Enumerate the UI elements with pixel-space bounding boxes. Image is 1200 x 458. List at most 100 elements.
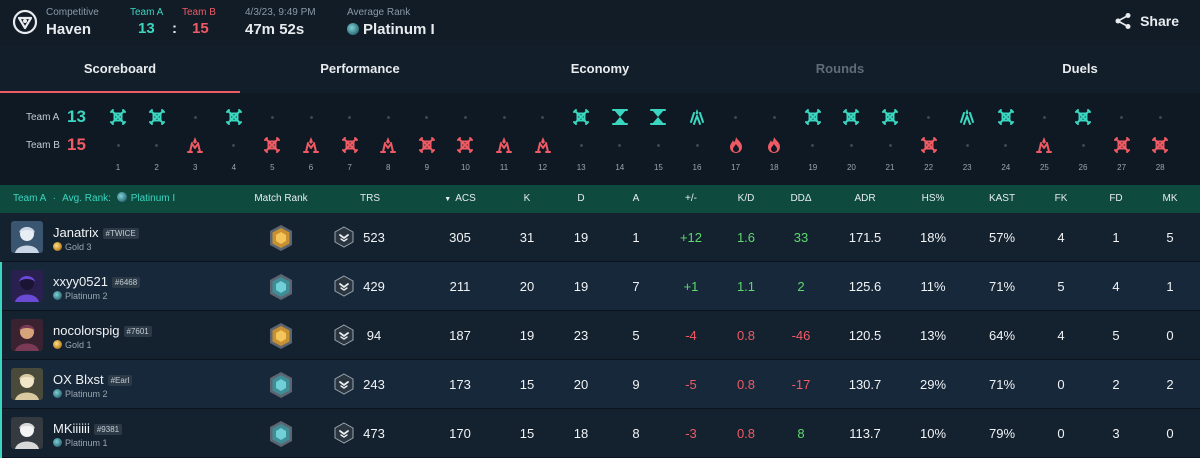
elimination-icon (262, 135, 282, 155)
empty-dot (996, 135, 1016, 155)
round-19[interactable]: 19 (794, 93, 832, 185)
player-name-block[interactable]: xxyy0521 #6468 (53, 274, 141, 289)
round-16[interactable]: 16 (678, 93, 716, 185)
col-adr[interactable]: ADR (854, 193, 876, 204)
empty-dot (841, 135, 861, 155)
round-12[interactable]: 12 (524, 93, 562, 185)
player-rank: Platinum 2 (65, 291, 108, 301)
round-15[interactable]: 15 (639, 93, 677, 185)
empty-dot (764, 107, 784, 127)
round-27[interactable]: 27 (1103, 93, 1141, 185)
player-name-block[interactable]: OX Blxst #Earl (53, 372, 133, 387)
empty-dot (108, 135, 128, 155)
agent-avatar-icon[interactable] (11, 368, 43, 400)
round-18[interactable]: 18 (755, 93, 793, 185)
cell-kast: 71% (988, 279, 1016, 294)
col-match-rank[interactable]: Match Rank (254, 193, 308, 204)
cell-pm: +12 (679, 230, 703, 245)
cell-mk: 0 (1166, 426, 1174, 441)
round-5[interactable]: 5 (253, 93, 291, 185)
empty-dot (494, 107, 514, 127)
round-4[interactable]: 4 (215, 93, 253, 185)
round-22[interactable]: 22 (910, 93, 948, 185)
spike-explode-icon (301, 135, 321, 155)
round-14[interactable]: 14 (601, 93, 639, 185)
round-23[interactable]: 23 (948, 93, 986, 185)
player-name-block[interactable]: nocolorspig #7601 (53, 323, 152, 338)
col-k[interactable]: K (523, 193, 531, 204)
tab-scoreboard[interactable]: Scoreboard (0, 46, 240, 93)
table-row[interactable]: Janatrix #TWICE Gold 3 523 305 31 19 1 +12 1.6 33 1… (0, 213, 1200, 262)
empty-dot (610, 135, 630, 155)
round-24[interactable]: 24 (987, 93, 1025, 185)
cell-k: 20 (519, 279, 535, 294)
col-plus-minus[interactable]: +/- (685, 193, 697, 204)
col-kd[interactable]: K/D (737, 193, 755, 204)
round-10[interactable]: 10 (446, 93, 484, 185)
round-25[interactable]: 25 (1025, 93, 1063, 185)
agent-avatar-icon[interactable] (11, 221, 43, 253)
round-20[interactable]: 20 (832, 93, 870, 185)
elimination-icon (455, 135, 475, 155)
round-17[interactable]: 17 (717, 93, 755, 185)
cell-fk: 4 (1057, 328, 1065, 343)
agent-avatar-icon[interactable] (11, 417, 43, 449)
player-name-block[interactable]: Janatrix #TWICE (53, 225, 139, 240)
row-marker (0, 409, 2, 458)
cell-k: 15 (519, 377, 535, 392)
cell-adr: 113.7 (849, 426, 881, 441)
tab-duels[interactable]: Duels (1062, 61, 1098, 76)
tab-economy[interactable]: Economy (570, 61, 630, 76)
col-kast[interactable]: KAST (988, 193, 1016, 204)
round-3[interactable]: 3 (176, 93, 214, 185)
round-21[interactable]: 21 (871, 93, 909, 185)
elimination-icon (147, 107, 167, 127)
col-d[interactable]: D (577, 193, 585, 204)
round-6[interactable]: 6 (292, 93, 330, 185)
elimination-icon (996, 107, 1016, 127)
round-13[interactable]: 13 (562, 93, 600, 185)
tab-performance[interactable]: Performance (320, 61, 400, 76)
round-2[interactable]: 2 (138, 93, 176, 185)
elimination-icon (417, 135, 437, 155)
round-8[interactable]: 8 (369, 93, 407, 185)
round-9[interactable]: 9 (408, 93, 446, 185)
elimination-icon (1112, 135, 1132, 155)
col-a[interactable]: A (632, 193, 640, 204)
round-28[interactable]: 28 (1141, 93, 1179, 185)
cell-kast: 79% (988, 426, 1016, 441)
cell-trs: 473 (363, 426, 385, 441)
agent-avatar-icon[interactable] (11, 270, 43, 302)
table-row[interactable]: OX Blxst #Earl Platinum 2 243 173 15 20 9 -5 0.8-… (0, 360, 1200, 409)
round-26[interactable]: 26 (1064, 93, 1102, 185)
cell-kast: 57% (988, 230, 1016, 245)
col-fd[interactable]: FD (1109, 193, 1123, 204)
app-logo-icon[interactable] (12, 9, 38, 35)
round-7[interactable]: 7 (331, 93, 369, 185)
score-separator: : (172, 20, 177, 37)
table-row[interactable]: xxyy0521 #6468 Platinum 2 429 211 20 19 7 +1 1.1 2… (0, 262, 1200, 311)
agent-avatar-icon[interactable] (11, 319, 43, 351)
player-rank: Gold 1 (65, 340, 92, 350)
round-number: 10 (460, 163, 470, 172)
player-name-block[interactable]: MKiiiiii #9381 (53, 421, 123, 436)
table-row[interactable]: MKiiiiii #9381 Platinum 1 473 170 15 18 8 -3 0.8 8… (0, 409, 1200, 458)
match-rank-emblem-icon (267, 420, 295, 448)
col-hs[interactable]: HS% (921, 193, 945, 204)
round-1[interactable]: 1 (99, 93, 137, 185)
col-dd-delta[interactable]: DDΔ (790, 193, 812, 204)
cell-kast: 64% (988, 328, 1016, 343)
col-trs[interactable]: TRS (360, 193, 380, 204)
time-expired-icon (610, 107, 630, 127)
avg-rank-label: Average Rank (347, 7, 411, 18)
col-mk[interactable]: MK (1162, 193, 1178, 204)
col-acs[interactable]: ▼ ACS (430, 185, 490, 214)
cell-acs: 305 (449, 230, 471, 245)
share-button[interactable]: Share (1114, 12, 1179, 30)
table-row[interactable]: nocolorspig #7601 Gold 1 94 187 19 23 5 -4 0.8 -46… (0, 311, 1200, 360)
round-number: 1 (115, 163, 121, 172)
col-fk[interactable]: FK (1054, 193, 1068, 204)
round-number: 28 (1155, 163, 1165, 172)
round-11[interactable]: 11 (485, 93, 523, 185)
empty-dot (1034, 107, 1054, 127)
